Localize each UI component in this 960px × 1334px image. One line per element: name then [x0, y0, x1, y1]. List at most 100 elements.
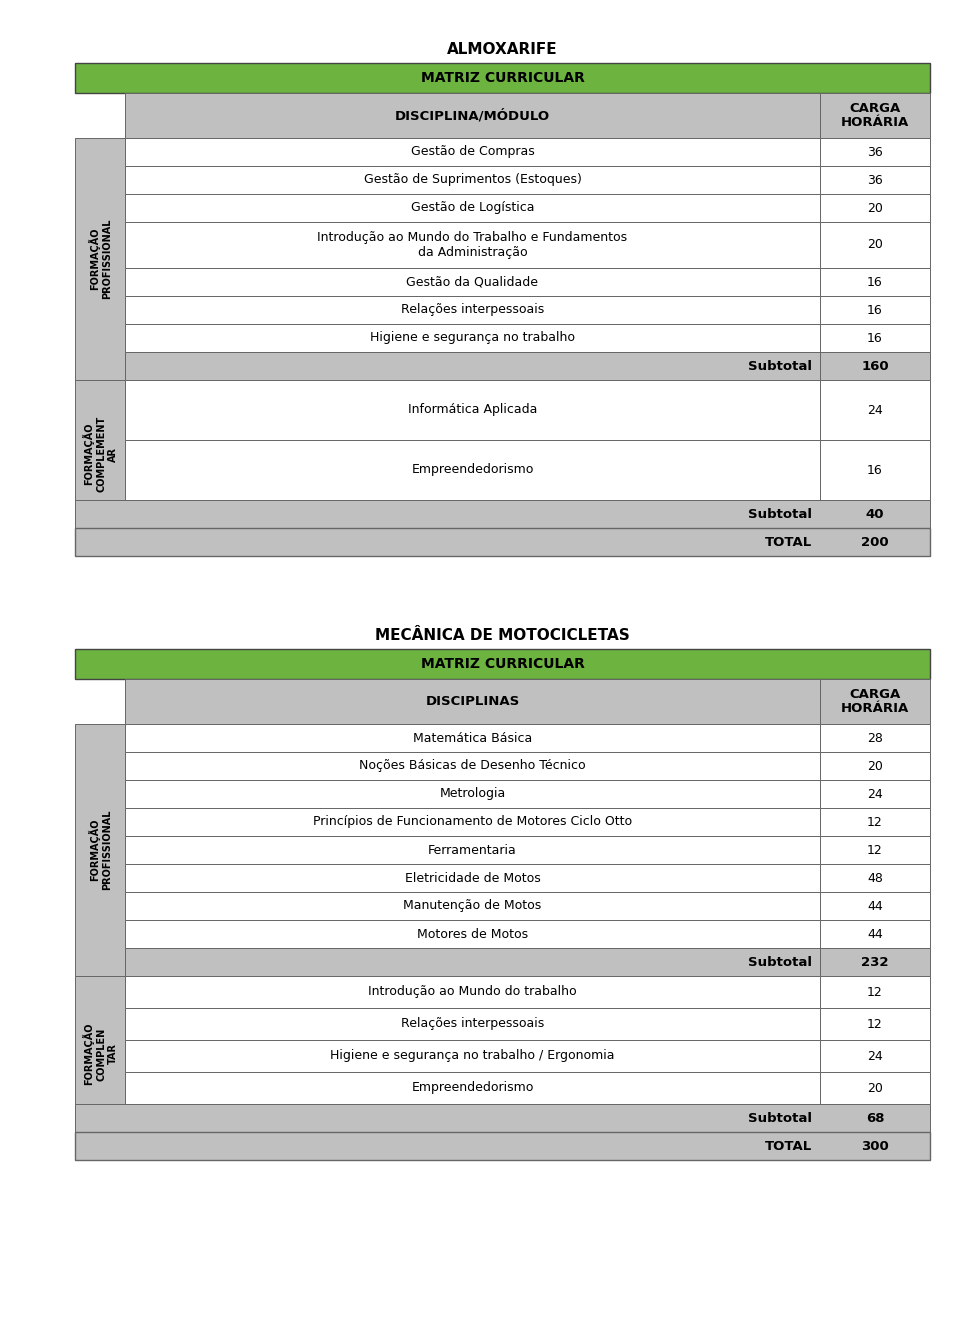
Bar	[820, 808, 930, 836]
Text: TOTAL: TOTAL	[765, 1139, 812, 1153]
Bar	[75, 1133, 930, 1161]
Text: ALMOXARIFE: ALMOXARIFE	[447, 41, 558, 56]
Bar	[820, 165, 930, 193]
Text: 12: 12	[867, 1018, 883, 1030]
Bar	[125, 380, 820, 440]
Bar	[125, 780, 820, 808]
Text: Manutenção de Motos: Manutenção de Motos	[403, 899, 541, 912]
Text: Relações interpessoais: Relações interpessoais	[401, 304, 544, 316]
Bar	[75, 724, 125, 976]
Text: MECÂNICA DE MOTOCICLETAS: MECÂNICA DE MOTOCICLETAS	[375, 627, 630, 643]
Text: 44: 44	[867, 927, 883, 940]
Text: Metrologia: Metrologia	[440, 787, 506, 800]
Bar	[820, 752, 930, 780]
Bar	[125, 752, 820, 780]
Bar	[820, 268, 930, 296]
Bar	[125, 165, 820, 193]
Bar	[125, 976, 820, 1009]
Bar	[820, 380, 930, 440]
Text: 160: 160	[861, 359, 889, 372]
Text: Informática Aplicada: Informática Aplicada	[408, 403, 538, 416]
Text: Subtotal: Subtotal	[748, 955, 812, 968]
Bar	[820, 780, 930, 808]
Text: 300: 300	[861, 1139, 889, 1153]
Text: Noções Básicas de Desenho Técnico: Noções Básicas de Desenho Técnico	[359, 759, 586, 772]
Bar	[125, 836, 820, 864]
Bar	[125, 268, 820, 296]
Text: Empreendedorismo: Empreendedorismo	[411, 1082, 534, 1094]
Bar	[125, 864, 820, 892]
Text: Gestão de Suprimentos (Estoques): Gestão de Suprimentos (Estoques)	[364, 173, 582, 187]
Bar	[125, 679, 820, 724]
Text: MATRIZ CURRICULAR: MATRIZ CURRICULAR	[420, 658, 585, 671]
Bar	[125, 948, 820, 976]
Text: 28: 28	[867, 731, 883, 744]
Text: 48: 48	[867, 871, 883, 884]
Text: 24: 24	[867, 403, 883, 416]
Text: 12: 12	[867, 815, 883, 828]
Text: Introdução ao Mundo do Trabalho e Fundamentos
da Administração: Introdução ao Mundo do Trabalho e Fundam…	[318, 231, 628, 259]
Bar	[125, 193, 820, 221]
Text: 200: 200	[861, 535, 889, 548]
Bar	[820, 1009, 930, 1041]
Text: 36: 36	[867, 173, 883, 187]
Bar	[125, 892, 820, 920]
Bar	[820, 679, 930, 724]
Bar	[820, 296, 930, 324]
Text: 24: 24	[867, 787, 883, 800]
Text: 16: 16	[867, 463, 883, 476]
Text: Higiene e segurança no trabalho / Ergonomia: Higiene e segurança no trabalho / Ergono…	[330, 1050, 614, 1062]
Text: 16: 16	[867, 276, 883, 288]
Text: CARGA
HORÁRIA: CARGA HORÁRIA	[841, 687, 909, 715]
Bar	[125, 93, 820, 137]
Bar	[820, 864, 930, 892]
Bar	[75, 1105, 930, 1133]
Text: FORMAÇÃO
COMPLEMENT
AR: FORMAÇÃO COMPLEMENT AR	[83, 416, 118, 492]
Text: MATRIZ CURRICULAR: MATRIZ CURRICULAR	[420, 71, 585, 85]
Text: 20: 20	[867, 239, 883, 252]
Text: Relações interpessoais: Relações interpessoais	[401, 1018, 544, 1030]
Bar	[75, 137, 125, 380]
Text: Eletricidade de Motos: Eletricidade de Motos	[404, 871, 540, 884]
Text: Introdução ao Mundo do trabalho: Introdução ao Mundo do trabalho	[369, 986, 577, 999]
Bar	[75, 500, 930, 528]
Text: Gestão de Logística: Gestão de Logística	[411, 201, 535, 215]
Bar	[75, 63, 930, 93]
Bar	[75, 528, 930, 556]
Bar	[820, 976, 930, 1009]
Text: Higiene e segurança no trabalho: Higiene e segurança no trabalho	[370, 332, 575, 344]
Bar	[820, 352, 930, 380]
Text: Princípios de Funcionamento de Motores Ciclo Otto: Princípios de Funcionamento de Motores C…	[313, 815, 632, 828]
Bar	[820, 137, 930, 165]
Bar	[820, 920, 930, 948]
Text: 44: 44	[867, 899, 883, 912]
Text: 16: 16	[867, 332, 883, 344]
Text: Empreendedorismo: Empreendedorismo	[411, 463, 534, 476]
Text: FORMAÇÃO
PROFISSIONAL: FORMAÇÃO PROFISSIONAL	[88, 219, 111, 299]
Bar	[125, 324, 820, 352]
Text: 16: 16	[867, 304, 883, 316]
Bar	[820, 724, 930, 752]
Text: Subtotal: Subtotal	[748, 359, 812, 372]
Bar	[125, 221, 820, 268]
Text: Ferramentaria: Ferramentaria	[428, 843, 516, 856]
Bar	[75, 976, 125, 1133]
Text: TOTAL: TOTAL	[765, 535, 812, 548]
Text: DISCIPLINA/MÓDULO: DISCIPLINA/MÓDULO	[395, 109, 550, 123]
Text: Subtotal: Subtotal	[748, 1111, 812, 1125]
Bar	[125, 1073, 820, 1105]
Text: 68: 68	[866, 1111, 884, 1125]
Bar	[125, 352, 820, 380]
Bar	[125, 440, 820, 500]
Bar	[125, 1009, 820, 1041]
Text: DISCIPLINAS: DISCIPLINAS	[425, 695, 519, 708]
Text: 232: 232	[861, 955, 889, 968]
Text: Subtotal: Subtotal	[748, 507, 812, 520]
Bar	[820, 193, 930, 221]
Bar	[820, 892, 930, 920]
Text: Matemática Básica: Matemática Básica	[413, 731, 532, 744]
Bar	[125, 1041, 820, 1073]
Text: FORMAÇÃO
COMPLEN
TAR: FORMAÇÃO COMPLEN TAR	[83, 1023, 118, 1086]
Text: 20: 20	[867, 1082, 883, 1094]
Bar	[820, 1073, 930, 1105]
